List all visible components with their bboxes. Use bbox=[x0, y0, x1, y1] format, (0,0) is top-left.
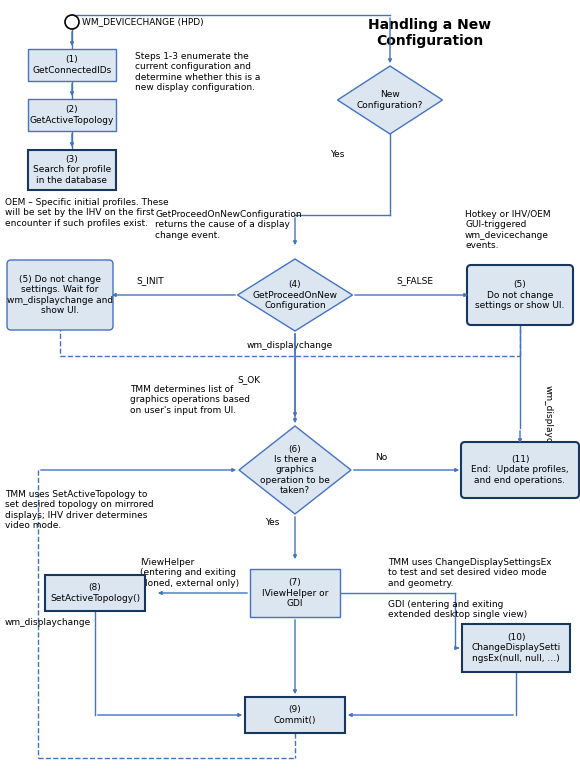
Text: wm_displaychange: wm_displaychange bbox=[247, 341, 333, 350]
Text: S_FALSE: S_FALSE bbox=[397, 276, 433, 285]
Text: (11)
End:  Update profiles,
and end operations.: (11) End: Update profiles, and end opera… bbox=[471, 455, 569, 485]
Text: (3)
Search for profile
in the database: (3) Search for profile in the database bbox=[33, 155, 111, 185]
FancyBboxPatch shape bbox=[28, 49, 116, 81]
Text: (1)
GetConnectedIDs: (1) GetConnectedIDs bbox=[32, 55, 111, 74]
Text: (8)
SetActiveTopology(): (8) SetActiveTopology() bbox=[50, 584, 140, 603]
Text: GetProceedOnNewConfiguration
returns the cause of a display
change event.: GetProceedOnNewConfiguration returns the… bbox=[155, 210, 302, 239]
Text: TMM determines list of
graphics operations based
on user's input from UI.: TMM determines list of graphics operatio… bbox=[130, 385, 250, 415]
FancyBboxPatch shape bbox=[250, 569, 340, 617]
Text: (7)
IViewHelper or
GDI: (7) IViewHelper or GDI bbox=[262, 578, 328, 608]
Text: (9)
Commit(): (9) Commit() bbox=[274, 705, 316, 725]
Text: TMM uses ChangeDisplaySettingsEx
to test and set desired video mode
and geometry: TMM uses ChangeDisplaySettingsEx to test… bbox=[388, 558, 552, 619]
Text: wm_displaychange: wm_displaychange bbox=[5, 618, 91, 627]
Text: S_OK: S_OK bbox=[237, 375, 260, 384]
Text: OEM – Specific initial profiles. These
will be set by the IHV on the first
encou: OEM – Specific initial profiles. These w… bbox=[5, 198, 169, 228]
Text: Handling a New
Configuration: Handling a New Configuration bbox=[368, 18, 492, 48]
Text: TMM uses SetActiveTopology to
set desired topology on mirrored
displays; IHV dri: TMM uses SetActiveTopology to set desire… bbox=[5, 490, 154, 530]
Text: (5) Do not change
settings. Wait for
wm_displaychange and
show UI.: (5) Do not change settings. Wait for wm_… bbox=[7, 275, 113, 315]
Text: No: No bbox=[375, 453, 387, 462]
Circle shape bbox=[65, 15, 79, 29]
FancyBboxPatch shape bbox=[45, 575, 145, 611]
FancyBboxPatch shape bbox=[28, 99, 116, 131]
Polygon shape bbox=[237, 259, 353, 331]
Polygon shape bbox=[239, 426, 351, 514]
Text: (4)
GetProceedOnNew
Configuration: (4) GetProceedOnNew Configuration bbox=[252, 280, 338, 310]
Text: Hotkey or IHV/OEM
GUI-triggered
wm_devicechange
events.: Hotkey or IHV/OEM GUI-triggered wm_devic… bbox=[465, 210, 550, 250]
Text: S_INIT: S_INIT bbox=[136, 276, 164, 285]
Polygon shape bbox=[338, 66, 443, 134]
Text: (5)
Do not change
settings or show UI.: (5) Do not change settings or show UI. bbox=[476, 280, 565, 310]
Text: Yes: Yes bbox=[330, 150, 345, 159]
FancyBboxPatch shape bbox=[245, 697, 345, 733]
FancyBboxPatch shape bbox=[461, 442, 579, 498]
Text: New
Configuration?: New Configuration? bbox=[357, 91, 423, 110]
Text: Yes: Yes bbox=[265, 518, 280, 527]
Text: Steps 1-3 enumerate the
current configuration and
determine whether this is a
ne: Steps 1-3 enumerate the current configur… bbox=[135, 52, 260, 92]
Text: WM_DEVICECHANGE (HPD): WM_DEVICECHANGE (HPD) bbox=[82, 18, 204, 26]
Text: (10)
ChangeDisplaySetti
ngsEx(null, null, …): (10) ChangeDisplaySetti ngsEx(null, null… bbox=[472, 633, 561, 663]
Text: IViewHelper
(entering and exiting
cloned, external only): IViewHelper (entering and exiting cloned… bbox=[140, 558, 239, 587]
FancyBboxPatch shape bbox=[28, 150, 116, 190]
FancyBboxPatch shape bbox=[467, 265, 573, 325]
Text: (6)
Is there a
graphics
operation to be
taken?: (6) Is there a graphics operation to be … bbox=[260, 445, 330, 495]
Text: wm_displaychange: wm_displaychange bbox=[543, 385, 553, 471]
FancyBboxPatch shape bbox=[462, 624, 570, 672]
Text: (2)
GetActiveTopology: (2) GetActiveTopology bbox=[30, 105, 114, 125]
FancyBboxPatch shape bbox=[7, 260, 113, 330]
